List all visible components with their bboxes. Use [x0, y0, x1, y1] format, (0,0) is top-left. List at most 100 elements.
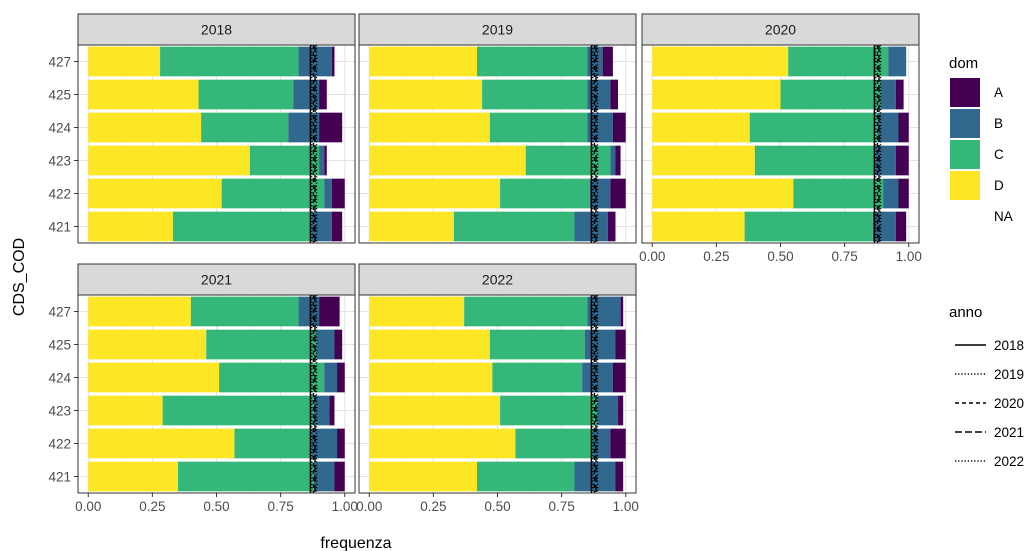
- x-tick-label: 0.25: [139, 499, 165, 514]
- bar-segment-425-D: [652, 79, 781, 110]
- legend-line-label-2020: 2020: [994, 396, 1024, 411]
- bar-segment-421-D: [88, 461, 179, 492]
- bar-segment-425-A: [319, 79, 327, 110]
- bar-segment-425-A: [610, 79, 619, 110]
- bar-segment-425-D: [88, 79, 199, 110]
- bar-segment-423-B: [610, 145, 616, 176]
- facet-panel-2018: 2018 421 422 423 424 425 427: [48, 13, 356, 244]
- bar-segment-422-A: [337, 428, 345, 459]
- bar-segment-423-A: [329, 395, 335, 426]
- bar-segment-421-D: [369, 461, 477, 492]
- bar-segment-427-D: [88, 296, 191, 327]
- legend-line-label-2022: 2022: [994, 454, 1024, 469]
- bar-segment-424-C: [749, 112, 878, 143]
- y-tick-label: 423: [48, 154, 71, 169]
- bar-segment-425-D: [88, 329, 207, 360]
- y-tick-label: 424: [48, 121, 71, 136]
- bar-segment-421-B: [872, 211, 896, 242]
- bar-segment-421-D: [369, 211, 454, 242]
- bar-segment-427-C: [788, 46, 889, 77]
- bar-segment-422-D: [88, 428, 235, 459]
- legend-label-D: D: [994, 178, 1004, 193]
- bar-segment-423-D: [652, 145, 755, 176]
- facet-strip-label: 2018: [201, 22, 232, 38]
- bar-segment-421-C: [453, 211, 575, 242]
- y-tick-label: 422: [48, 187, 71, 202]
- x-tick-label: 1.00: [613, 499, 639, 514]
- bar-segment-422-D: [88, 178, 222, 209]
- panel-border: [358, 44, 637, 244]
- bar-segment-425-B: [293, 79, 320, 110]
- legend-label-B: B: [994, 116, 1003, 131]
- bar-segment-423-A: [895, 145, 909, 176]
- bar-segment-423-B: [597, 395, 619, 426]
- x-tick-label: 0.25: [420, 499, 446, 514]
- bar-segment-427-C: [476, 46, 588, 77]
- facet-strip-label: 2021: [201, 272, 232, 288]
- bar-segment-423-B: [875, 145, 896, 176]
- facet-strip: [77, 13, 356, 46]
- bar-segment-427-C: [190, 296, 299, 327]
- bar-segment-422-A: [610, 428, 626, 459]
- y-tick-label: 427: [48, 55, 71, 70]
- bar-segment-422-D: [369, 178, 501, 209]
- bar-segment-424-D: [369, 112, 490, 143]
- bar-segment-422-A: [898, 178, 909, 209]
- x-tick-label: 0.50: [203, 499, 229, 514]
- bar-segment-427-B: [888, 46, 907, 77]
- legend-line-label-2019: 2019: [994, 367, 1024, 382]
- bar-segment-423-A: [615, 145, 621, 176]
- bar-segment-423-C: [249, 145, 320, 176]
- legend-swatch-C: [950, 140, 980, 169]
- panel-border: [77, 44, 356, 244]
- bar-segment-427-D: [88, 46, 161, 77]
- x-tick-label: 0.25: [703, 249, 729, 264]
- x-tick-label: 1.00: [896, 249, 922, 264]
- y-tick-label: 424: [48, 371, 71, 386]
- bar-segment-421-C: [476, 461, 575, 492]
- bar-segment-423-D: [88, 395, 163, 426]
- bar-segment-421-A: [615, 461, 624, 492]
- x-tick-label: 0.50: [484, 499, 510, 514]
- bar-segment-422-D: [369, 428, 516, 459]
- bar-segment-427-D: [652, 46, 789, 77]
- bar-segment-427-A: [620, 296, 624, 327]
- bar-segment-423-C: [500, 395, 598, 426]
- bar-segment-421-C: [178, 461, 314, 492]
- bar-segment-424-D: [369, 362, 493, 393]
- bar-segment-422-B: [324, 178, 332, 209]
- y-tick-label: 425: [48, 88, 71, 103]
- bar-segment-425-A: [334, 329, 343, 360]
- bar-segment-422-C: [500, 178, 590, 209]
- bar-segment-423-B: [313, 395, 330, 426]
- bar-segment-422-A: [610, 178, 626, 209]
- legend-label-NA: NA: [994, 209, 1013, 224]
- legend-swatch-D: [950, 171, 980, 200]
- facet-panel-2022: 2022 0.00 0.25 0.50 0.75 1.00: [356, 263, 639, 514]
- bar-segment-425-C: [780, 79, 881, 110]
- bar-segment-421-B: [313, 461, 335, 492]
- bar-segment-427-D: [369, 296, 465, 327]
- x-tick-label: 0.75: [548, 499, 574, 514]
- legend-line-label-2021: 2021: [994, 425, 1024, 440]
- bar-segment-424-D: [652, 112, 750, 143]
- bar-segment-427-D: [369, 46, 477, 77]
- x-tick-label: 0.75: [831, 249, 857, 264]
- bar-segment-421-C: [172, 211, 312, 242]
- y-tick-label: 425: [48, 338, 71, 353]
- x-tick-label: 0.75: [267, 499, 293, 514]
- legend-line-label-2018: 2018: [994, 338, 1024, 353]
- x-tick-label: 0.00: [356, 499, 382, 514]
- bar-segment-425-D: [369, 79, 483, 110]
- y-tick-label: 427: [48, 305, 71, 320]
- bar-segment-422-C: [234, 428, 312, 459]
- facet-strip-label: 2022: [482, 272, 513, 288]
- facet-panel-2020: 2020 0.00 0.25 0.50 0.75 1.00: [639, 13, 922, 264]
- facet-strip-label: 2019: [482, 22, 513, 38]
- bar-segment-422-C: [793, 178, 884, 209]
- facet-strip: [77, 263, 356, 296]
- bar-segment-422-A: [331, 178, 345, 209]
- bar-segment-425-B: [584, 329, 616, 360]
- legend-label-A: A: [994, 85, 1003, 100]
- bar-segment-423-A: [324, 145, 327, 176]
